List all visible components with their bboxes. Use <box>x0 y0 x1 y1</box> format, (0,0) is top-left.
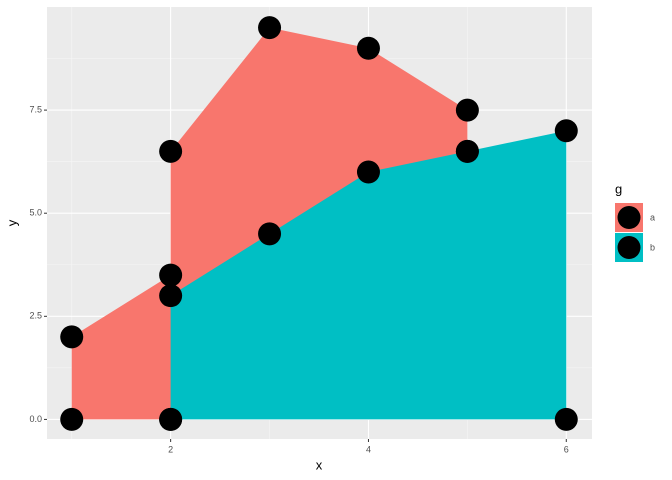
x-axis-label: x <box>316 457 323 472</box>
legend-label: a <box>650 212 655 222</box>
marks <box>60 16 578 431</box>
point <box>159 263 183 287</box>
legend-point <box>617 206 641 229</box>
point <box>159 407 183 431</box>
point <box>159 284 183 308</box>
legend-title: g <box>615 181 622 196</box>
legend-point <box>617 236 641 259</box>
y-tick-label: 7.5 <box>29 104 42 114</box>
x-tick-label: 4 <box>366 444 371 454</box>
y-tick-label: 5.0 <box>29 208 42 218</box>
point <box>258 16 282 40</box>
point <box>159 139 183 163</box>
point <box>554 119 578 143</box>
point <box>258 222 282 246</box>
y-axis-label: y <box>4 219 19 226</box>
x-tick-label: 2 <box>168 444 173 454</box>
point <box>356 36 380 60</box>
x-tick-label: 6 <box>564 444 569 454</box>
area <box>170 130 567 420</box>
legend-label: b <box>650 242 655 252</box>
y-tick-label: 2.5 <box>29 311 42 321</box>
point <box>356 160 380 184</box>
point <box>554 407 578 431</box>
y-tick-label: 0.0 <box>29 414 42 424</box>
point <box>60 407 84 431</box>
point <box>60 325 84 349</box>
point <box>455 139 479 163</box>
point <box>455 98 479 122</box>
